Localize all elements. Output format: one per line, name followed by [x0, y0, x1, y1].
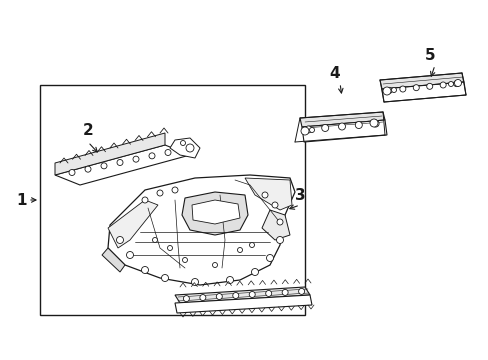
Circle shape — [265, 291, 271, 296]
Circle shape — [251, 269, 258, 275]
Circle shape — [142, 197, 148, 203]
Circle shape — [282, 289, 287, 296]
Circle shape — [200, 294, 205, 301]
Circle shape — [453, 81, 459, 87]
Circle shape — [101, 163, 107, 169]
Circle shape — [126, 252, 133, 258]
Circle shape — [391, 87, 396, 93]
Circle shape — [152, 238, 157, 243]
Text: 3: 3 — [294, 188, 305, 202]
Circle shape — [369, 119, 377, 127]
Text: 2: 2 — [82, 122, 93, 138]
Polygon shape — [302, 120, 386, 142]
Circle shape — [157, 190, 163, 196]
Circle shape — [271, 202, 278, 208]
Circle shape — [180, 140, 185, 145]
Circle shape — [447, 81, 452, 86]
Circle shape — [183, 296, 189, 302]
Circle shape — [191, 279, 198, 285]
Circle shape — [164, 149, 171, 156]
Circle shape — [412, 85, 418, 91]
Polygon shape — [192, 200, 240, 224]
Polygon shape — [182, 192, 247, 235]
Circle shape — [298, 288, 304, 294]
Circle shape — [371, 120, 378, 127]
Polygon shape — [55, 133, 164, 175]
Circle shape — [185, 144, 194, 152]
Circle shape — [117, 159, 123, 166]
Circle shape — [149, 153, 155, 159]
Circle shape — [321, 125, 328, 131]
Circle shape — [141, 266, 148, 274]
Polygon shape — [381, 82, 465, 102]
Circle shape — [237, 248, 242, 252]
Circle shape — [386, 87, 391, 93]
Circle shape — [69, 170, 75, 176]
Circle shape — [85, 166, 91, 172]
Text: 1: 1 — [17, 193, 27, 207]
Circle shape — [167, 246, 172, 251]
Polygon shape — [244, 178, 291, 210]
Circle shape — [266, 255, 273, 261]
Polygon shape — [299, 112, 384, 127]
Bar — [40, 85, 305, 315]
Circle shape — [276, 237, 283, 243]
Text: 4: 4 — [329, 66, 340, 81]
Circle shape — [212, 262, 217, 267]
Circle shape — [133, 156, 139, 162]
Circle shape — [439, 82, 445, 88]
Circle shape — [226, 276, 233, 284]
Circle shape — [309, 127, 314, 132]
Circle shape — [172, 187, 178, 193]
Polygon shape — [175, 295, 311, 313]
Circle shape — [249, 292, 255, 297]
Polygon shape — [108, 175, 294, 285]
Circle shape — [382, 87, 390, 95]
Circle shape — [216, 293, 222, 300]
Polygon shape — [170, 138, 200, 158]
Polygon shape — [262, 210, 289, 240]
Polygon shape — [55, 145, 190, 185]
Text: 5: 5 — [424, 48, 434, 63]
Polygon shape — [102, 248, 125, 272]
Circle shape — [232, 293, 238, 298]
Polygon shape — [175, 287, 309, 303]
Circle shape — [301, 127, 308, 135]
Circle shape — [262, 192, 267, 198]
Circle shape — [249, 243, 254, 248]
Circle shape — [182, 257, 187, 262]
Circle shape — [355, 122, 362, 129]
Circle shape — [426, 83, 432, 89]
Polygon shape — [108, 200, 158, 248]
Circle shape — [453, 80, 461, 86]
Polygon shape — [379, 73, 463, 89]
Circle shape — [116, 237, 123, 243]
Circle shape — [161, 274, 168, 282]
Circle shape — [276, 219, 283, 225]
Circle shape — [305, 126, 311, 133]
Circle shape — [399, 86, 405, 92]
Circle shape — [338, 123, 345, 130]
